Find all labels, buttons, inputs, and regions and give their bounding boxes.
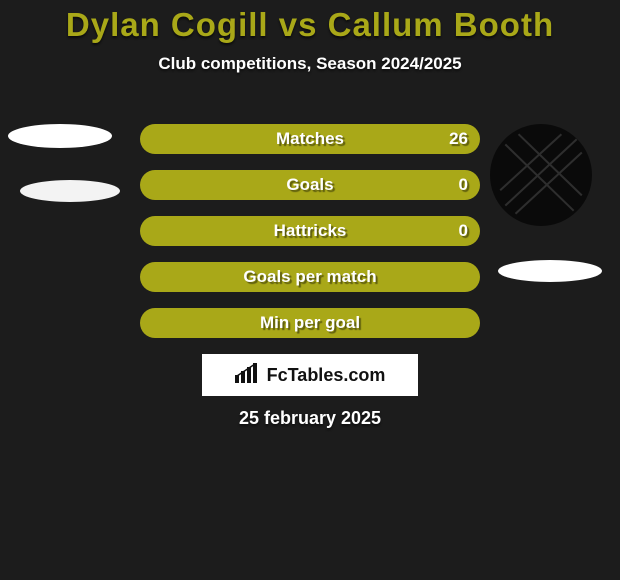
stat-bar-value-right: 0 <box>459 170 468 200</box>
placeholder-ellipse-left-2 <box>20 180 120 202</box>
brand-text: FcTables.com <box>267 365 386 386</box>
stat-bar-label: Matches <box>140 124 480 154</box>
stat-bar-value-right: 0 <box>459 216 468 246</box>
stat-row: Goals per match <box>140 262 480 292</box>
stat-bar-label: Goals <box>140 170 480 200</box>
subtitle: Club competitions, Season 2024/2025 <box>0 54 620 74</box>
stat-bar-label: Min per goal <box>140 308 480 338</box>
page-title: Dylan Cogill vs Callum Booth <box>0 0 620 44</box>
stat-row: Matches26 <box>140 124 480 154</box>
stat-bar-label: Hattricks <box>140 216 480 246</box>
avatar-right <box>490 124 592 226</box>
placeholder-ellipse-right <box>498 260 602 282</box>
date-text: 25 february 2025 <box>0 408 620 429</box>
stat-row: Goals0 <box>140 170 480 200</box>
stat-bars: Matches26Goals0Hattricks0Goals per match… <box>140 124 480 354</box>
stat-bar-label: Goals per match <box>140 262 480 292</box>
stat-row: Hattricks0 <box>140 216 480 246</box>
stat-bar-value-right: 26 <box>449 124 468 154</box>
avatar-grid-icon <box>490 124 592 226</box>
stat-row: Min per goal <box>140 308 480 338</box>
bar-chart-icon <box>235 363 261 388</box>
stage: Dylan Cogill vs Callum Booth Club compet… <box>0 0 620 580</box>
brand-box: FcTables.com <box>202 354 418 396</box>
placeholder-ellipse-left-1 <box>8 124 112 148</box>
